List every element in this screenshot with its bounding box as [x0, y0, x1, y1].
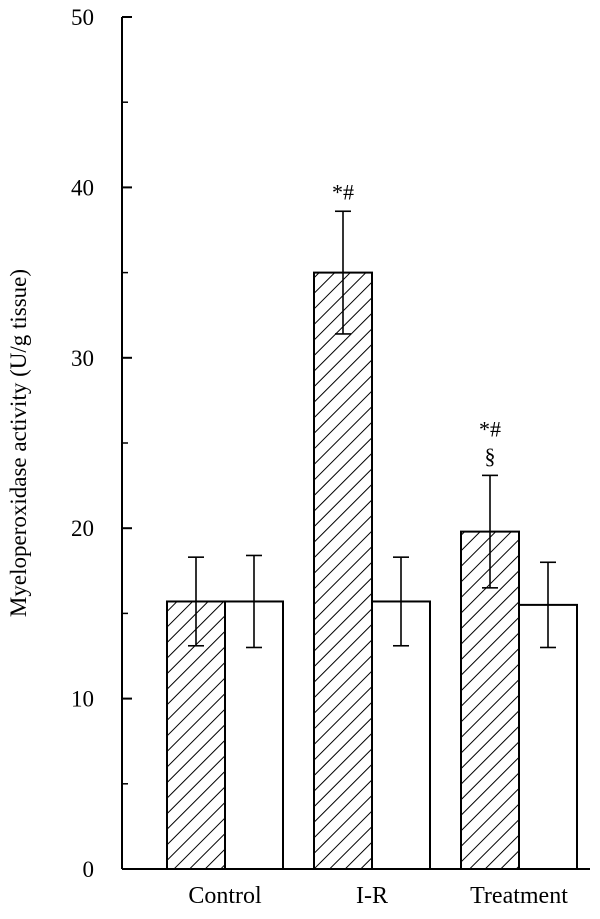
- bars-group: [166, 210, 578, 871]
- bar-i-r-hatched: [313, 271, 373, 871]
- category-labels: Control I-R Treatment: [188, 883, 568, 909]
- significance-marker: *#: [332, 179, 354, 204]
- x-tick-label: Treatment: [470, 883, 568, 909]
- bar-treatment-white: [518, 603, 578, 870]
- y-tick-label: 40: [71, 175, 94, 200]
- x-tick-label: I-R: [356, 883, 388, 909]
- y-tick-label: 10: [71, 687, 94, 712]
- y-tick-label: 50: [71, 5, 94, 30]
- y-tick-label: 30: [71, 346, 94, 371]
- significance-marker: *#: [479, 416, 501, 441]
- y-axis-title: Myeloperoxidase activity (U/g tissue): [6, 269, 31, 617]
- y-tick-label: 0: [83, 857, 95, 882]
- x-tick-label: Control: [188, 883, 262, 909]
- significance-marker: §: [485, 443, 496, 468]
- annotations-group: *#*#§: [332, 179, 501, 468]
- y-tick-label: 20: [71, 516, 94, 541]
